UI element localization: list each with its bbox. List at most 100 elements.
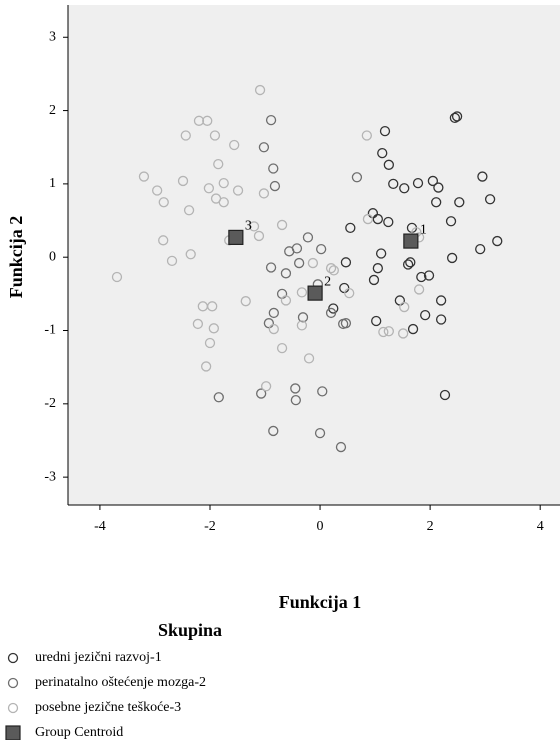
point (420, 309, 431, 321)
point (268, 163, 279, 174)
y-tick-label: -1 (44, 323, 56, 338)
legend-label: uredni jezični razvoj-1 (35, 650, 162, 665)
point (451, 111, 463, 122)
point (492, 235, 503, 247)
point (213, 392, 224, 403)
point (383, 159, 394, 170)
point (290, 383, 301, 394)
point (232, 185, 244, 196)
point (375, 248, 387, 259)
point (307, 257, 319, 269)
point (268, 323, 279, 335)
point (296, 287, 308, 298)
point (435, 295, 447, 306)
point (276, 219, 288, 231)
point (254, 84, 266, 96)
point (372, 263, 383, 274)
point (412, 178, 424, 189)
point (427, 175, 439, 187)
point (433, 182, 444, 193)
point (361, 130, 372, 141)
point (260, 381, 272, 392)
point (158, 197, 169, 208)
point (290, 395, 301, 406)
legend-marker (5, 725, 21, 740)
point (383, 216, 394, 228)
legend-marker (7, 677, 19, 689)
x-tick-label: 4 (537, 519, 544, 534)
point (268, 307, 279, 319)
point (335, 441, 347, 453)
point (362, 213, 374, 225)
point (303, 353, 315, 364)
point (407, 323, 419, 335)
point (258, 188, 270, 199)
legend-marker (7, 652, 19, 664)
point (152, 185, 163, 196)
point (276, 342, 288, 354)
point (484, 194, 496, 205)
point (202, 115, 213, 126)
point (372, 213, 383, 225)
plot-area (68, 5, 560, 505)
point (269, 180, 281, 192)
point (192, 318, 204, 330)
point (296, 320, 308, 331)
point (316, 243, 327, 255)
point (302, 232, 314, 243)
point (209, 130, 221, 141)
point (445, 216, 457, 227)
point (193, 115, 205, 126)
point (402, 259, 414, 270)
point (416, 271, 427, 283)
point (431, 197, 442, 208)
x-tick-label: 0 (317, 519, 324, 534)
point (280, 295, 292, 306)
x-tick-label: -4 (94, 519, 106, 534)
y-tick-label: -3 (44, 469, 56, 484)
point (325, 307, 337, 319)
point (111, 271, 123, 283)
point (405, 257, 416, 268)
point (377, 147, 388, 159)
point (218, 178, 229, 189)
point (208, 323, 219, 334)
point (256, 388, 267, 399)
point (399, 301, 410, 313)
centroid-label: 2 (324, 274, 331, 289)
point (328, 265, 339, 276)
point (265, 262, 277, 273)
point (185, 249, 196, 260)
x-axis-title: Funkcija 1 (279, 592, 362, 612)
legend-label: posebne jezične teškoće-3 (35, 700, 181, 715)
point (177, 175, 189, 187)
point (475, 243, 486, 255)
centroid (228, 229, 244, 246)
point (423, 270, 435, 281)
point (398, 328, 409, 339)
point (340, 318, 352, 329)
point (383, 326, 394, 337)
point (379, 125, 391, 137)
centroid-label: 3 (245, 219, 252, 234)
x-tick-label: -2 (204, 519, 216, 534)
point (314, 428, 326, 439)
point (268, 425, 279, 437)
point (158, 235, 169, 246)
point (180, 130, 191, 141)
point (183, 205, 195, 216)
legend-label: Group Centroid (35, 725, 123, 740)
y-tick-label: 1 (49, 176, 56, 191)
point (413, 284, 425, 295)
point (435, 314, 447, 325)
point (454, 197, 465, 208)
legend-label: perinatalno oštećenje mozga-2 (35, 675, 206, 690)
point (265, 114, 277, 126)
point (200, 361, 212, 372)
point (399, 183, 410, 194)
point (207, 301, 218, 312)
x-tick-label: 2 (427, 519, 434, 534)
legend-title: Skupina (158, 620, 222, 640)
point (204, 337, 216, 349)
point (253, 230, 265, 242)
